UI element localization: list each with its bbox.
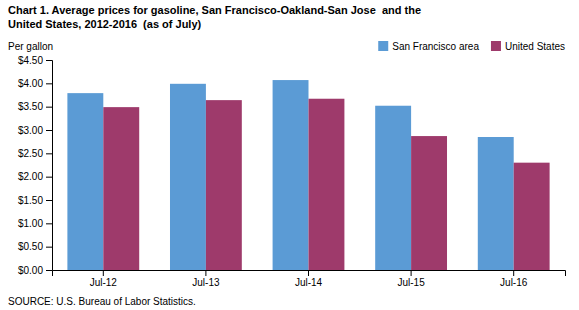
y-tick: $1.00	[18, 218, 52, 229]
x-tick-mark	[411, 270, 412, 276]
y-tick-mark	[46, 107, 52, 108]
y-tick: $4.00	[18, 78, 52, 89]
x-tick-mark	[205, 270, 206, 276]
y-tick-mark	[46, 83, 52, 84]
legend-swatch	[378, 41, 388, 51]
y-tick-label: $3.50	[18, 101, 43, 112]
x-tick-mark	[513, 270, 514, 276]
bar	[103, 107, 139, 270]
bar	[309, 99, 345, 270]
legend: San Francisco area United States	[378, 41, 565, 52]
y-tick-label: $2.50	[18, 148, 43, 159]
bar	[478, 137, 514, 270]
bar	[67, 93, 103, 270]
x-tick: Jul-16	[500, 270, 528, 288]
y-tick: $0.00	[18, 265, 52, 276]
y-tick: $0.50	[18, 241, 52, 252]
y-axis-line	[46, 61, 53, 271]
y-tick-mark	[46, 223, 52, 224]
bars	[67, 80, 549, 270]
y-axis-label: Per gallon	[8, 41, 53, 52]
bar	[273, 80, 309, 270]
subtitle: United States, 2012-2016 (as of July)	[8, 18, 202, 30]
y-tick-label: $4.50	[18, 55, 43, 66]
bar	[375, 106, 411, 270]
x-tick: Jul-12	[90, 270, 118, 288]
y-tick-mark	[46, 247, 52, 248]
y-tick: $2.50	[18, 148, 52, 159]
x-tick-mark	[103, 270, 104, 276]
y-tick-label: $0.00	[18, 265, 43, 276]
y-tick-label: $2.00	[18, 171, 43, 182]
x-tick-label: Jul-14	[295, 277, 323, 288]
y-tick: $4.50	[18, 55, 52, 66]
y-tick: $3.00	[18, 125, 52, 136]
x-tick-label: Jul-16	[500, 277, 528, 288]
x-tick-label: Jul-15	[397, 277, 425, 288]
y-tick-mark	[46, 130, 52, 131]
x-tick: Jul-13	[192, 270, 220, 288]
y-tick-mark	[46, 153, 52, 154]
x-tick-label: Jul-12	[90, 277, 118, 288]
legend-label: United States	[505, 41, 565, 52]
y-tick: $1.50	[18, 195, 52, 206]
x-axis: Jul-12 Jul-13 Jul-14 Jul-15 Jul-16	[53, 270, 566, 288]
title: Chart 1. Average prices for gasoline, Sa…	[8, 4, 421, 16]
y-tick-mark	[46, 270, 52, 271]
y-tick: $3.50	[18, 101, 52, 112]
y-tick-label: $4.00	[18, 78, 43, 89]
bar	[514, 163, 550, 270]
x-tick: Jul-15	[397, 270, 425, 288]
plot: $0.00 $0.50 $1.00 $1.50 $2.00 $2.50 $3.00 $3.50…	[18, 55, 566, 288]
y-tick-label: $0.50	[18, 241, 43, 252]
x-tick-label: Jul-13	[192, 277, 220, 288]
x-axis-line	[53, 271, 566, 277]
bar-series	[67, 80, 513, 270]
y-axis: $0.00 $0.50 $1.00 $1.50 $2.00 $2.50 $3.00 $3.50…	[18, 55, 53, 276]
bar-series	[103, 99, 549, 270]
source-note: SOURCE: U.S. Bureau of Labor Statistics.	[8, 296, 196, 307]
legend-item: United States	[491, 41, 565, 52]
y-tick-label: $1.50	[18, 195, 43, 206]
y-tick: $2.00	[18, 171, 52, 182]
bar	[411, 136, 447, 270]
chart: Chart 1. Average prices for gasoline, Sa…	[0, 0, 579, 310]
legend-label: San Francisco area	[392, 41, 479, 52]
bar	[170, 84, 206, 270]
bar	[206, 100, 242, 270]
x-tick-mark	[308, 270, 309, 276]
y-tick-mark	[46, 60, 52, 61]
y-tick-mark	[46, 200, 52, 201]
legend-swatch	[491, 41, 501, 51]
y-tick-label: $1.00	[18, 218, 43, 229]
x-tick: Jul-14	[295, 270, 323, 288]
y-tick-label: $3.00	[18, 125, 43, 136]
legend-item: San Francisco area	[378, 41, 479, 52]
y-tick-mark	[46, 177, 52, 178]
